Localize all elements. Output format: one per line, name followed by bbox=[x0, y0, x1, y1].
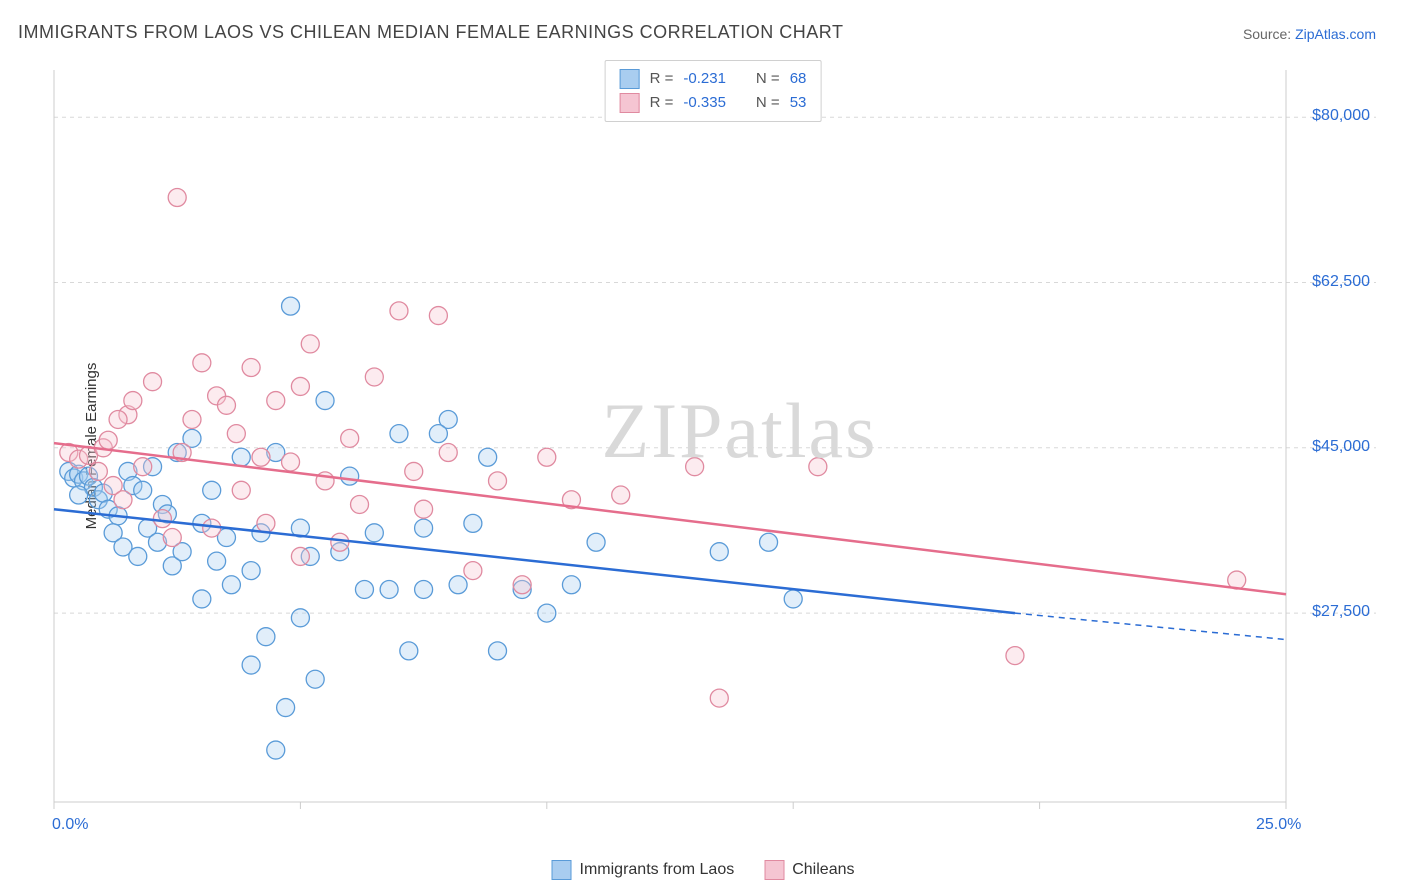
x-tick-max: 25.0% bbox=[1256, 816, 1301, 834]
y-tick-2: $62,500 bbox=[1312, 273, 1370, 291]
r-label: R = bbox=[650, 67, 674, 91]
series-legend: Immigrants from Laos Chileans bbox=[552, 860, 855, 880]
y-tick-1: $45,000 bbox=[1312, 438, 1370, 456]
legend-item-laos: Immigrants from Laos bbox=[552, 860, 735, 880]
y-tick-0: $27,500 bbox=[1312, 603, 1370, 621]
r-value: -0.231 bbox=[683, 67, 726, 91]
legend-label: Immigrants from Laos bbox=[580, 861, 735, 879]
legend-swatch-chileans bbox=[620, 93, 640, 113]
n-label: N = bbox=[756, 91, 780, 115]
legend-swatch-icon bbox=[552, 860, 572, 880]
scatter-plot-svg bbox=[50, 60, 1376, 832]
n-value: 68 bbox=[790, 67, 807, 91]
chart-title: IMMIGRANTS FROM LAOS VS CHILEAN MEDIAN F… bbox=[18, 22, 843, 43]
legend-label: Chileans bbox=[792, 861, 854, 879]
r-value: -0.335 bbox=[683, 91, 726, 115]
chart-area: ZIPatlas R = -0.231 N = 68 R = -0.335 N … bbox=[50, 60, 1376, 832]
n-label: N = bbox=[756, 67, 780, 91]
chart-container: IMMIGRANTS FROM LAOS VS CHILEAN MEDIAN F… bbox=[0, 0, 1406, 892]
source-label: Source: bbox=[1243, 26, 1291, 42]
source-attribution: Source: ZipAtlas.com bbox=[1243, 26, 1376, 42]
n-value: 53 bbox=[790, 91, 807, 115]
x-tick-min: 0.0% bbox=[52, 816, 88, 834]
legend-row-laos: R = -0.231 N = 68 bbox=[620, 67, 807, 91]
legend-swatch-icon bbox=[764, 860, 784, 880]
source-link[interactable]: ZipAtlas.com bbox=[1295, 26, 1376, 42]
r-label: R = bbox=[650, 91, 674, 115]
legend-swatch-laos bbox=[620, 69, 640, 89]
legend-row-chileans: R = -0.335 N = 53 bbox=[620, 91, 807, 115]
legend-item-chileans: Chileans bbox=[764, 860, 854, 880]
correlation-legend: R = -0.231 N = 68 R = -0.335 N = 53 bbox=[605, 60, 822, 122]
y-tick-3: $80,000 bbox=[1312, 107, 1370, 125]
